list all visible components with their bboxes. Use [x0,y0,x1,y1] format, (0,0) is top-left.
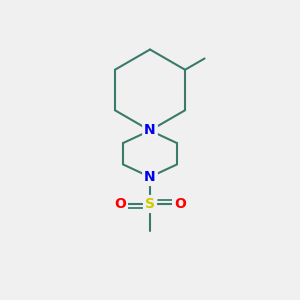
Text: N: N [144,124,156,137]
Text: S: S [145,197,155,211]
Text: N: N [144,170,156,184]
Text: O: O [174,197,186,211]
Text: O: O [114,197,126,211]
